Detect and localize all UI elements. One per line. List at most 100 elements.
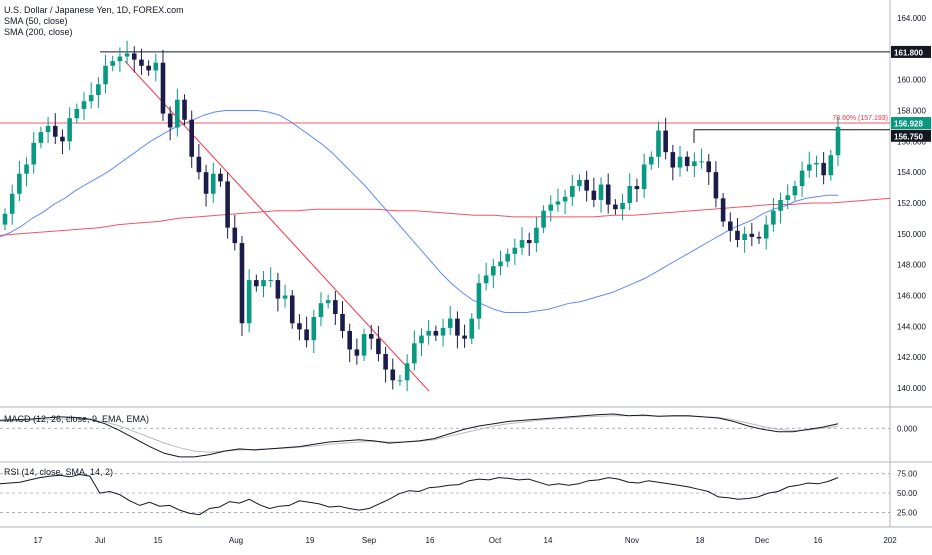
candle-body bbox=[713, 172, 719, 199]
candle-body bbox=[139, 59, 144, 66]
candle-body bbox=[469, 318, 475, 339]
candle-body bbox=[325, 300, 331, 304]
x-tick-label: Sep bbox=[362, 536, 377, 545]
candle-body bbox=[368, 334, 374, 339]
candle-body bbox=[254, 280, 259, 287]
macd-label: MACD (12, 26, close, 9, EMA, EMA) bbox=[4, 414, 150, 424]
candle-body bbox=[483, 275, 489, 284]
price-label-last-bg bbox=[891, 117, 931, 130]
sma200-line bbox=[0, 197, 891, 236]
candle-body bbox=[648, 156, 654, 165]
candle-body bbox=[771, 210, 776, 225]
candle-body bbox=[663, 130, 668, 153]
candle-body bbox=[440, 327, 446, 336]
candle-body bbox=[792, 186, 798, 196]
candle-body bbox=[225, 181, 230, 228]
candle-body bbox=[756, 236, 762, 239]
candle-body bbox=[799, 170, 805, 187]
rsi-label: RSI (14, close, SMA, 14, 2) bbox=[4, 467, 114, 477]
y-tick-label: 144.000 bbox=[897, 322, 926, 331]
y-tick-label: 150.000 bbox=[897, 230, 926, 239]
y-tick-label: 146.000 bbox=[897, 292, 926, 301]
rsi-line bbox=[0, 473, 839, 516]
candle-body bbox=[88, 95, 94, 102]
candle-body bbox=[555, 201, 561, 205]
candle-body bbox=[598, 184, 604, 200]
candle-body bbox=[670, 152, 676, 168]
candle-body bbox=[333, 300, 338, 314]
candle-body bbox=[627, 186, 633, 203]
candle-body bbox=[699, 161, 704, 163]
candle-body bbox=[433, 330, 439, 336]
x-tick-label: Jul bbox=[95, 536, 105, 545]
candle-body bbox=[261, 280, 266, 287]
candle-body bbox=[742, 233, 747, 240]
sma50-line bbox=[0, 110, 838, 313]
candle-body bbox=[304, 329, 309, 341]
candle-body bbox=[289, 295, 295, 324]
candle-body bbox=[117, 56, 123, 62]
candle-body bbox=[706, 161, 712, 173]
y-tick-label: 152.000 bbox=[897, 199, 926, 208]
candle-body bbox=[153, 62, 159, 71]
macd-tick-label: 0.000 bbox=[897, 424, 918, 433]
y-tick-label: 164.000 bbox=[897, 14, 926, 23]
candle-body bbox=[519, 240, 525, 248]
candle-body bbox=[383, 354, 388, 370]
candle-body bbox=[38, 132, 44, 143]
candle-body bbox=[828, 155, 834, 176]
y-tick-label: 140.000 bbox=[897, 384, 926, 393]
candle-body bbox=[239, 243, 245, 324]
candle-body bbox=[447, 318, 453, 328]
x-tick-label: 15 bbox=[154, 536, 163, 545]
candle-body bbox=[340, 314, 345, 331]
candle-body bbox=[196, 156, 202, 173]
candle-body bbox=[404, 363, 410, 381]
x-tick-label: Nov bbox=[625, 536, 639, 545]
candle-body bbox=[577, 179, 582, 187]
candle-body bbox=[182, 99, 187, 120]
candle-body bbox=[763, 224, 769, 239]
x-tick-label: 19 bbox=[306, 536, 315, 545]
candle-body bbox=[821, 162, 826, 176]
candle-body bbox=[175, 99, 180, 128]
candle-body bbox=[814, 162, 819, 165]
candle-body bbox=[297, 323, 302, 330]
x-tick-label: Dec bbox=[755, 536, 769, 545]
candle-body bbox=[749, 233, 755, 237]
candle-body bbox=[268, 280, 273, 282]
candle-body bbox=[562, 196, 568, 202]
candle-body bbox=[347, 330, 352, 350]
candle-body bbox=[505, 253, 510, 262]
price-label-156750: 156.750 bbox=[894, 132, 923, 141]
sma200-legend: SMA (200, close) bbox=[4, 27, 73, 37]
x-tick-label: 16 bbox=[814, 536, 823, 545]
candle-body bbox=[534, 227, 539, 244]
macd-line bbox=[0, 413, 839, 458]
candle-body bbox=[110, 61, 116, 66]
candle-body bbox=[548, 204, 554, 211]
fib-level-label: 78.60% (157.193) bbox=[832, 115, 888, 122]
candle-body bbox=[476, 283, 482, 319]
candle-body bbox=[591, 190, 597, 200]
candle-body bbox=[620, 203, 625, 210]
sma50-legend: SMA (50, close) bbox=[4, 16, 68, 26]
y-tick-label: 160.000 bbox=[897, 76, 926, 85]
chart-title: U.S. Dollar / Japanese Yen, 1D, FOREX.co… bbox=[4, 5, 184, 15]
candle-body bbox=[60, 136, 65, 142]
candle-body bbox=[218, 173, 223, 182]
candle-body bbox=[246, 280, 252, 324]
y-tick-label: 158.000 bbox=[897, 107, 926, 116]
candle-body bbox=[232, 227, 238, 244]
candle-body bbox=[526, 240, 532, 244]
candle-body bbox=[96, 84, 101, 96]
candle-body bbox=[311, 317, 317, 341]
x-tick-label: 17 bbox=[34, 536, 43, 545]
y-tick-label: 156.000 bbox=[897, 137, 926, 146]
candle-body bbox=[641, 164, 647, 190]
y-tick-label: 142.000 bbox=[897, 353, 926, 362]
candle-body bbox=[397, 380, 403, 382]
candle-body bbox=[282, 295, 288, 299]
candle-body bbox=[412, 343, 417, 364]
